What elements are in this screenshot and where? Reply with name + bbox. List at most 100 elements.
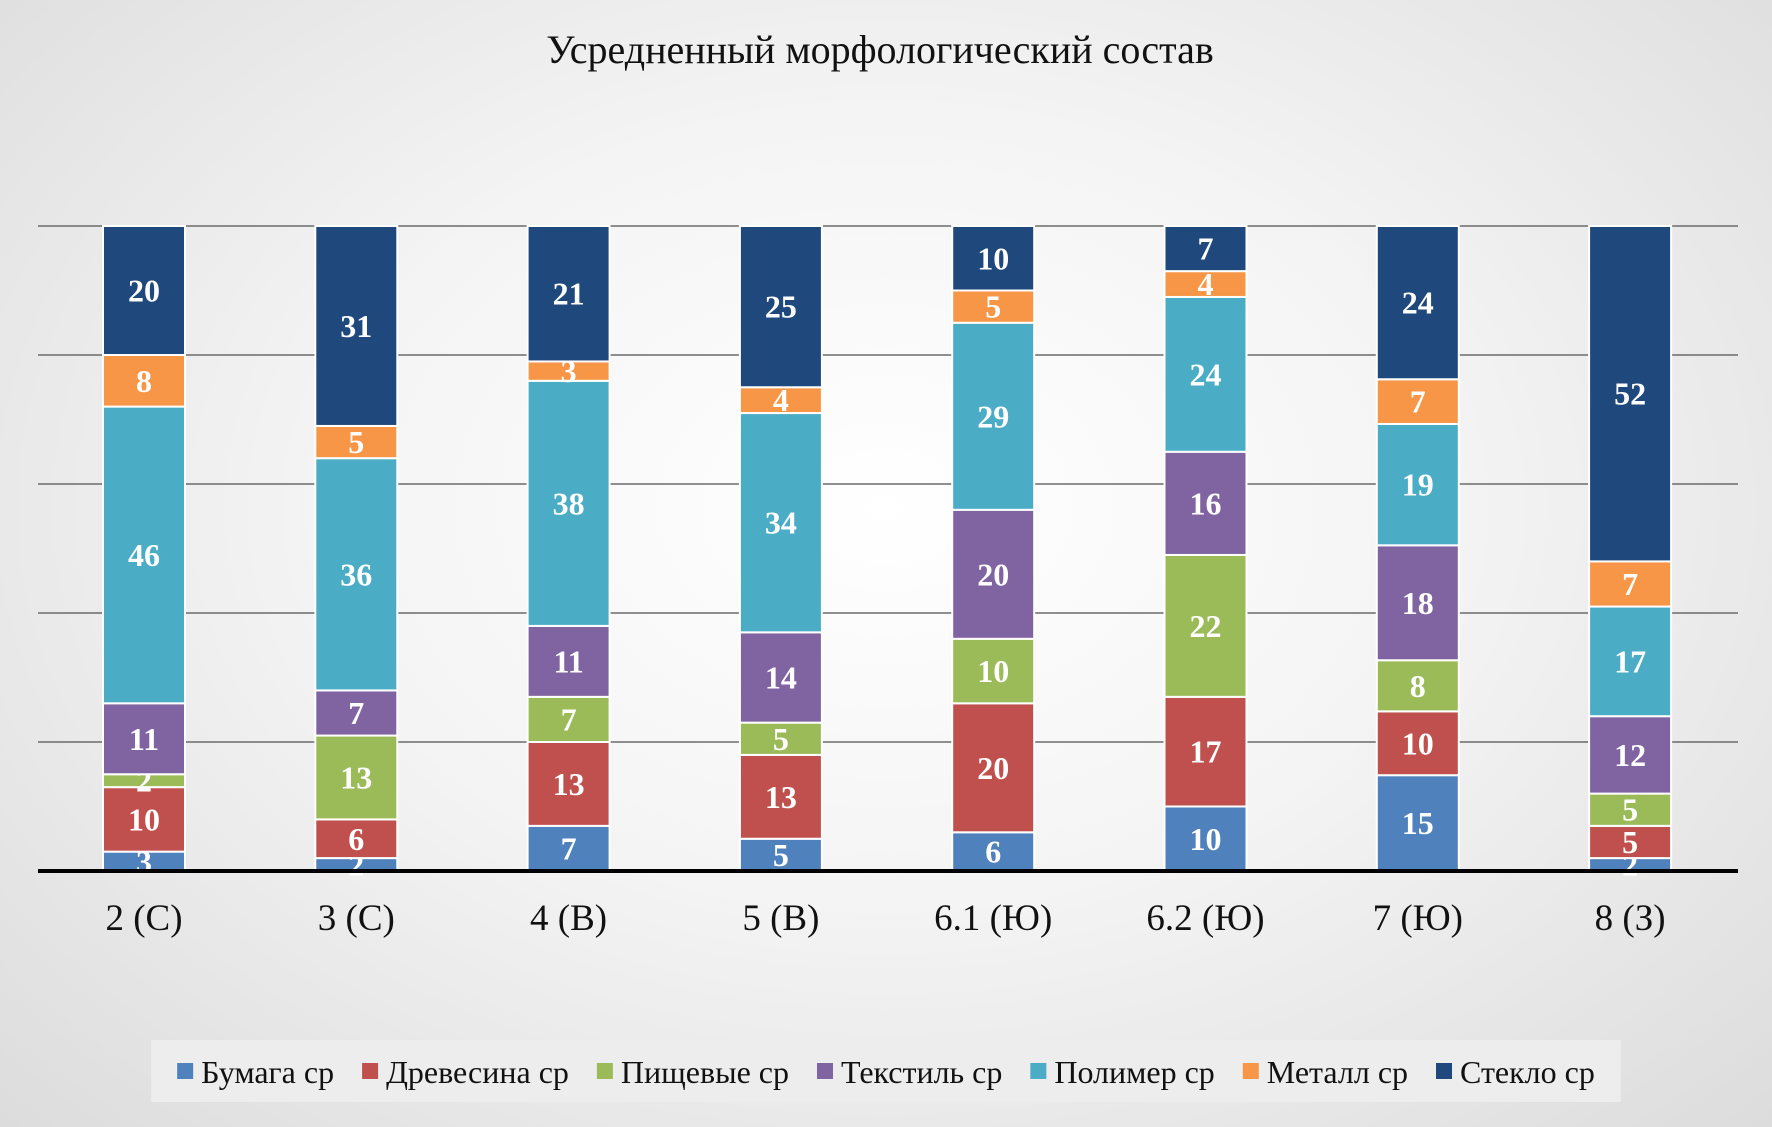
data-label: 29 — [977, 398, 1009, 434]
data-label: 22 — [1190, 608, 1222, 644]
legend-item: Древесина ср — [362, 1054, 569, 1090]
legend-item: Стекло ср — [1436, 1054, 1595, 1090]
legend-item: Бумага ср — [177, 1054, 334, 1090]
legend-swatch — [362, 1063, 379, 1079]
legend-label: Пищевые ср — [621, 1054, 789, 1090]
bar-segment — [738, 386, 823, 415]
bar-segment — [314, 689, 399, 737]
bar-segment — [314, 424, 399, 460]
data-label: 5 — [985, 289, 1001, 325]
legend-item: Текстиль ср — [816, 1054, 1002, 1090]
x-tick-label: 2 (С) — [105, 898, 182, 939]
gridlines — [38, 225, 1738, 872]
bar-segment — [1375, 378, 1460, 425]
data-label: 14 — [765, 660, 797, 696]
legend-swatch — [596, 1063, 613, 1079]
bar-segment — [1163, 553, 1248, 698]
bar-segment — [1163, 270, 1248, 298]
bar-segment — [314, 818, 399, 860]
bar-segment — [1163, 295, 1248, 453]
bar-stack: 10 17 22 16 24 47 — [1163, 225, 1248, 872]
x-tick-label: 5 (В) — [742, 898, 819, 939]
legend-swatch — [1242, 1063, 1259, 1079]
bar-segment — [526, 624, 611, 698]
bar-stack: 6 20 10 20 29 5 10 — [951, 225, 1036, 872]
legend-label: Бумага ср — [201, 1054, 334, 1090]
data-label: 46 — [128, 537, 160, 573]
bar-segment — [314, 457, 399, 692]
bar-segment — [526, 695, 611, 743]
bar-stack: 15 10 8 18 19 7 24 — [1375, 225, 1460, 873]
legend-item: Полимер ср — [1030, 1054, 1215, 1090]
x-tick-label: 4 (В) — [530, 898, 607, 939]
data-label: 17 — [1190, 734, 1222, 770]
bar-segment — [102, 702, 186, 776]
bar-segment — [314, 225, 399, 427]
chart-title: Усредненный морфологический состав — [546, 27, 1214, 72]
data-label: 10 — [1190, 821, 1222, 857]
bar-segment — [526, 824, 611, 872]
data-label: 20 — [977, 750, 1009, 786]
data-label: 7 — [348, 695, 364, 731]
data-label: 6 — [348, 821, 364, 857]
data-label: 5 — [1622, 792, 1638, 828]
bar-segment — [1163, 225, 1248, 273]
legend-label: Полимер ср — [1054, 1054, 1214, 1090]
data-label: 11 — [553, 643, 583, 679]
data-label: 10 — [977, 240, 1009, 276]
bars: 3102114682026137365317137113832151351434… — [102, 225, 1673, 883]
bar-segment — [738, 225, 823, 389]
data-label: 5 — [773, 837, 789, 873]
data-label: 7 — [1622, 566, 1638, 602]
x-tick-label: 6.1 (Ю) — [934, 898, 1052, 939]
data-label: 24 — [1402, 285, 1434, 321]
legend-label: Древесина ср — [386, 1054, 569, 1090]
data-label: 11 — [129, 721, 159, 757]
data-label: 10 — [128, 801, 160, 837]
data-label: 13 — [553, 766, 585, 802]
bar-segment — [526, 379, 611, 627]
legend: Бумага ср Древесина ср Пищевые ср Текстиль … — [151, 1040, 1621, 1102]
data-label: 16 — [1190, 485, 1222, 521]
legend-label: Текстиль ср — [841, 1054, 1002, 1090]
bar-segment — [102, 354, 186, 408]
data-label: 4 — [773, 382, 789, 418]
data-label: 25 — [765, 289, 797, 325]
data-label: 8 — [1410, 668, 1426, 704]
data-label: 52 — [1614, 376, 1646, 412]
bar-segment — [102, 225, 186, 356]
bar-segment — [951, 321, 1036, 511]
bar-segment — [951, 225, 1036, 292]
bar-segment — [526, 225, 611, 363]
data-label: 5 — [1622, 824, 1638, 860]
data-label: 5 — [773, 721, 789, 757]
bar-segment — [1588, 225, 1673, 563]
legend-item: Металл ср — [1242, 1054, 1408, 1090]
bar-segment — [1588, 715, 1673, 795]
data-label: 10 — [977, 653, 1009, 689]
legend-swatch — [816, 1063, 833, 1079]
data-label: 24 — [1190, 356, 1222, 392]
data-label: 34 — [765, 505, 797, 541]
x-tick-label: 8 (З) — [1595, 898, 1666, 939]
bar-segment — [951, 289, 1036, 324]
x-axis: 2 (С) 3 (С) 4 (В) 5 (В) 6.1 (Ю) 6.2 (Ю) 7 (Ю) 8… — [38, 869, 1738, 939]
data-label: 31 — [340, 308, 372, 344]
bar-segment — [1588, 560, 1673, 608]
x-tick-label: 6.2 (Ю) — [1146, 898, 1264, 939]
bar-segment — [102, 786, 186, 853]
bar-segment — [738, 631, 823, 724]
legend-swatch — [177, 1063, 194, 1079]
bar-segment — [102, 405, 186, 705]
data-label: 7 — [1410, 384, 1426, 420]
bar-segment — [1588, 605, 1673, 718]
data-label: 36 — [340, 556, 372, 592]
data-label: 10 — [1402, 725, 1434, 761]
bar-segment — [1375, 422, 1460, 547]
bar-segment — [1588, 824, 1673, 860]
data-label: 13 — [340, 759, 372, 795]
data-label: 18 — [1402, 585, 1434, 621]
